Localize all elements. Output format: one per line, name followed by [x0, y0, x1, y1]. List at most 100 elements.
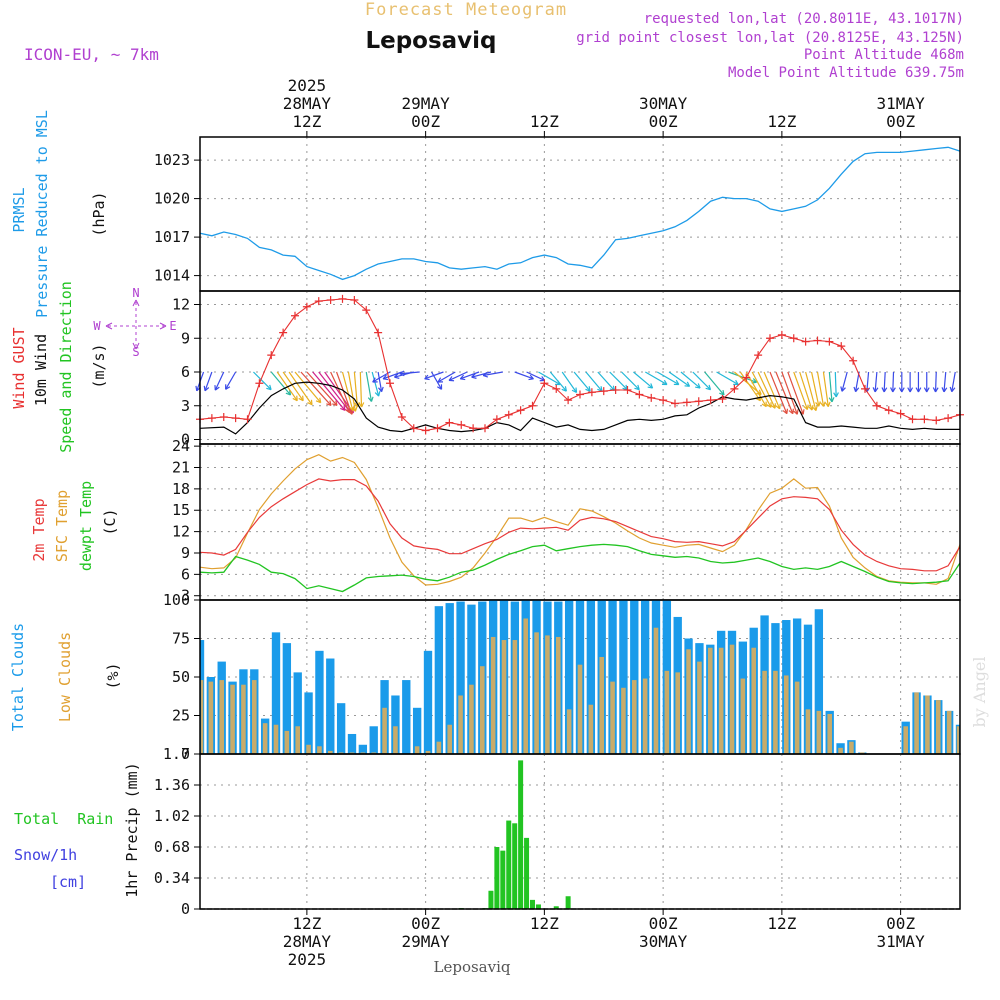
gust-marker	[623, 386, 632, 394]
wind-arrow	[538, 371, 561, 386]
wind-arrow	[609, 371, 628, 391]
wind-arrow	[214, 371, 225, 391]
low-cloud-bar	[545, 635, 550, 754]
wind-arrow-head	[459, 374, 466, 381]
low-cloud-bar	[740, 678, 746, 754]
total-cloud-bar	[391, 695, 400, 754]
compass-s: S	[132, 345, 139, 359]
low-cloud-bar	[284, 730, 290, 754]
y-tick-label: 25	[172, 707, 190, 725]
bottom-time-label: 31MAY	[877, 932, 926, 951]
wind-labels: Wind GUST 10m Wind Speed and Direction (…	[10, 281, 108, 453]
gust-marker	[635, 390, 644, 399]
low-cloud-bar	[903, 726, 909, 754]
compass-n: N	[132, 286, 139, 300]
low-cloud-bar	[479, 666, 485, 754]
bottom-time-label: 2025	[288, 950, 327, 969]
total-cloud-bar	[608, 600, 617, 754]
pressure-labels: PRMSL Pressure Reduced to MSL (hPa)	[10, 110, 108, 318]
gust-marker	[896, 409, 905, 418]
y-tick-label: 1.7	[163, 745, 190, 763]
dewpt-line	[199, 543, 961, 593]
y-tick-label: 0.68	[154, 838, 190, 856]
wind-arrow	[225, 371, 237, 390]
y-tick-label: 1.36	[154, 776, 190, 794]
rain-bar	[530, 899, 535, 909]
gust-marker	[872, 401, 881, 410]
wind-arrow	[347, 371, 356, 412]
gust-label: Wind GUST	[10, 327, 28, 408]
y-tick-label: 21	[172, 459, 190, 477]
gust-marker	[255, 379, 264, 388]
low-cloud-bar	[458, 695, 463, 754]
temperature-labels: 2m Temp SFC Temp dewpt Temp (C)	[30, 481, 119, 571]
wind-arrow	[437, 371, 456, 383]
wind-arrow-head	[482, 371, 489, 378]
wind-arrow-head	[307, 399, 313, 406]
wind-arrow	[300, 371, 332, 406]
wind-arrow	[951, 371, 956, 392]
low-cloud-bar	[631, 680, 637, 754]
wind-arrow	[318, 371, 351, 412]
wind-arrow-head	[824, 401, 831, 408]
wind-arrow-head	[705, 384, 712, 391]
rain-bar	[565, 896, 571, 909]
low-cloud-bar	[805, 709, 811, 754]
gust-marker	[350, 296, 359, 304]
wind-arrow	[549, 371, 567, 392]
model-name: ICON-EU, ~ 7km	[24, 45, 159, 64]
wind-arrow	[371, 371, 380, 397]
wind-arrow	[822, 371, 829, 407]
gust-marker	[279, 328, 288, 337]
gust-marker	[481, 424, 489, 433]
low-cloud-bar	[653, 627, 659, 754]
y-tick-label: 0	[181, 745, 190, 763]
rain-bar	[512, 823, 518, 909]
total-cloud-bar	[640, 600, 650, 754]
gust-marker	[599, 387, 608, 396]
rain-bar	[506, 820, 512, 909]
wind-arrow-head	[853, 386, 860, 393]
low-cloud-bar	[349, 752, 355, 754]
pressure-unit: (hPa)	[90, 191, 108, 236]
y-tick-label: 100	[163, 591, 190, 609]
wind-arrow	[781, 371, 798, 415]
rain-bar	[518, 760, 524, 909]
low-cloud-bar	[664, 670, 670, 754]
low-cloud-bar	[230, 684, 235, 754]
pressure-label-1: PRMSL	[10, 187, 28, 232]
y-tick-label: 0	[181, 900, 190, 918]
wind-arrow	[448, 371, 468, 381]
low-cloud-bar	[512, 640, 518, 754]
total-cloud-bar	[271, 632, 281, 754]
total-cloud-bar	[423, 650, 433, 754]
total-cloud-bar	[803, 624, 813, 754]
footer-location: Leposaviq	[434, 958, 511, 976]
gust-marker	[801, 337, 810, 346]
y-tick-label: 1023	[154, 151, 190, 169]
low-cloud-bar	[360, 752, 366, 754]
bottom-time-label: 29MAY	[402, 932, 451, 951]
snow-label: Snow/1h	[14, 846, 77, 864]
wind-arrow-head	[394, 373, 400, 379]
wind-arrow-head	[399, 370, 405, 377]
total-cloud-bar	[619, 600, 628, 754]
wind-arrow-head	[766, 402, 772, 408]
low-cloud-bar	[675, 672, 681, 754]
wind-arrow	[787, 371, 804, 415]
wind-arrow-head	[890, 387, 896, 393]
compass-w: W	[93, 319, 101, 333]
low-cloud-bar	[642, 678, 648, 754]
wind-arrow-head	[332, 400, 338, 407]
top-time-label: 12Z	[767, 112, 796, 131]
wind-label: 10m Wind	[32, 334, 50, 406]
wind-arrow-head	[374, 391, 381, 397]
total-cloud-bar	[369, 726, 378, 754]
top-time-label: 29MAY	[402, 94, 451, 113]
y-tick-label: 15	[172, 501, 190, 519]
gust-marker	[730, 384, 739, 393]
low-cloud-bar	[925, 695, 930, 754]
total-clouds-label: Total Clouds	[9, 623, 27, 731]
low-cloud-bar	[317, 746, 322, 754]
low-cloud-bar	[794, 681, 800, 754]
